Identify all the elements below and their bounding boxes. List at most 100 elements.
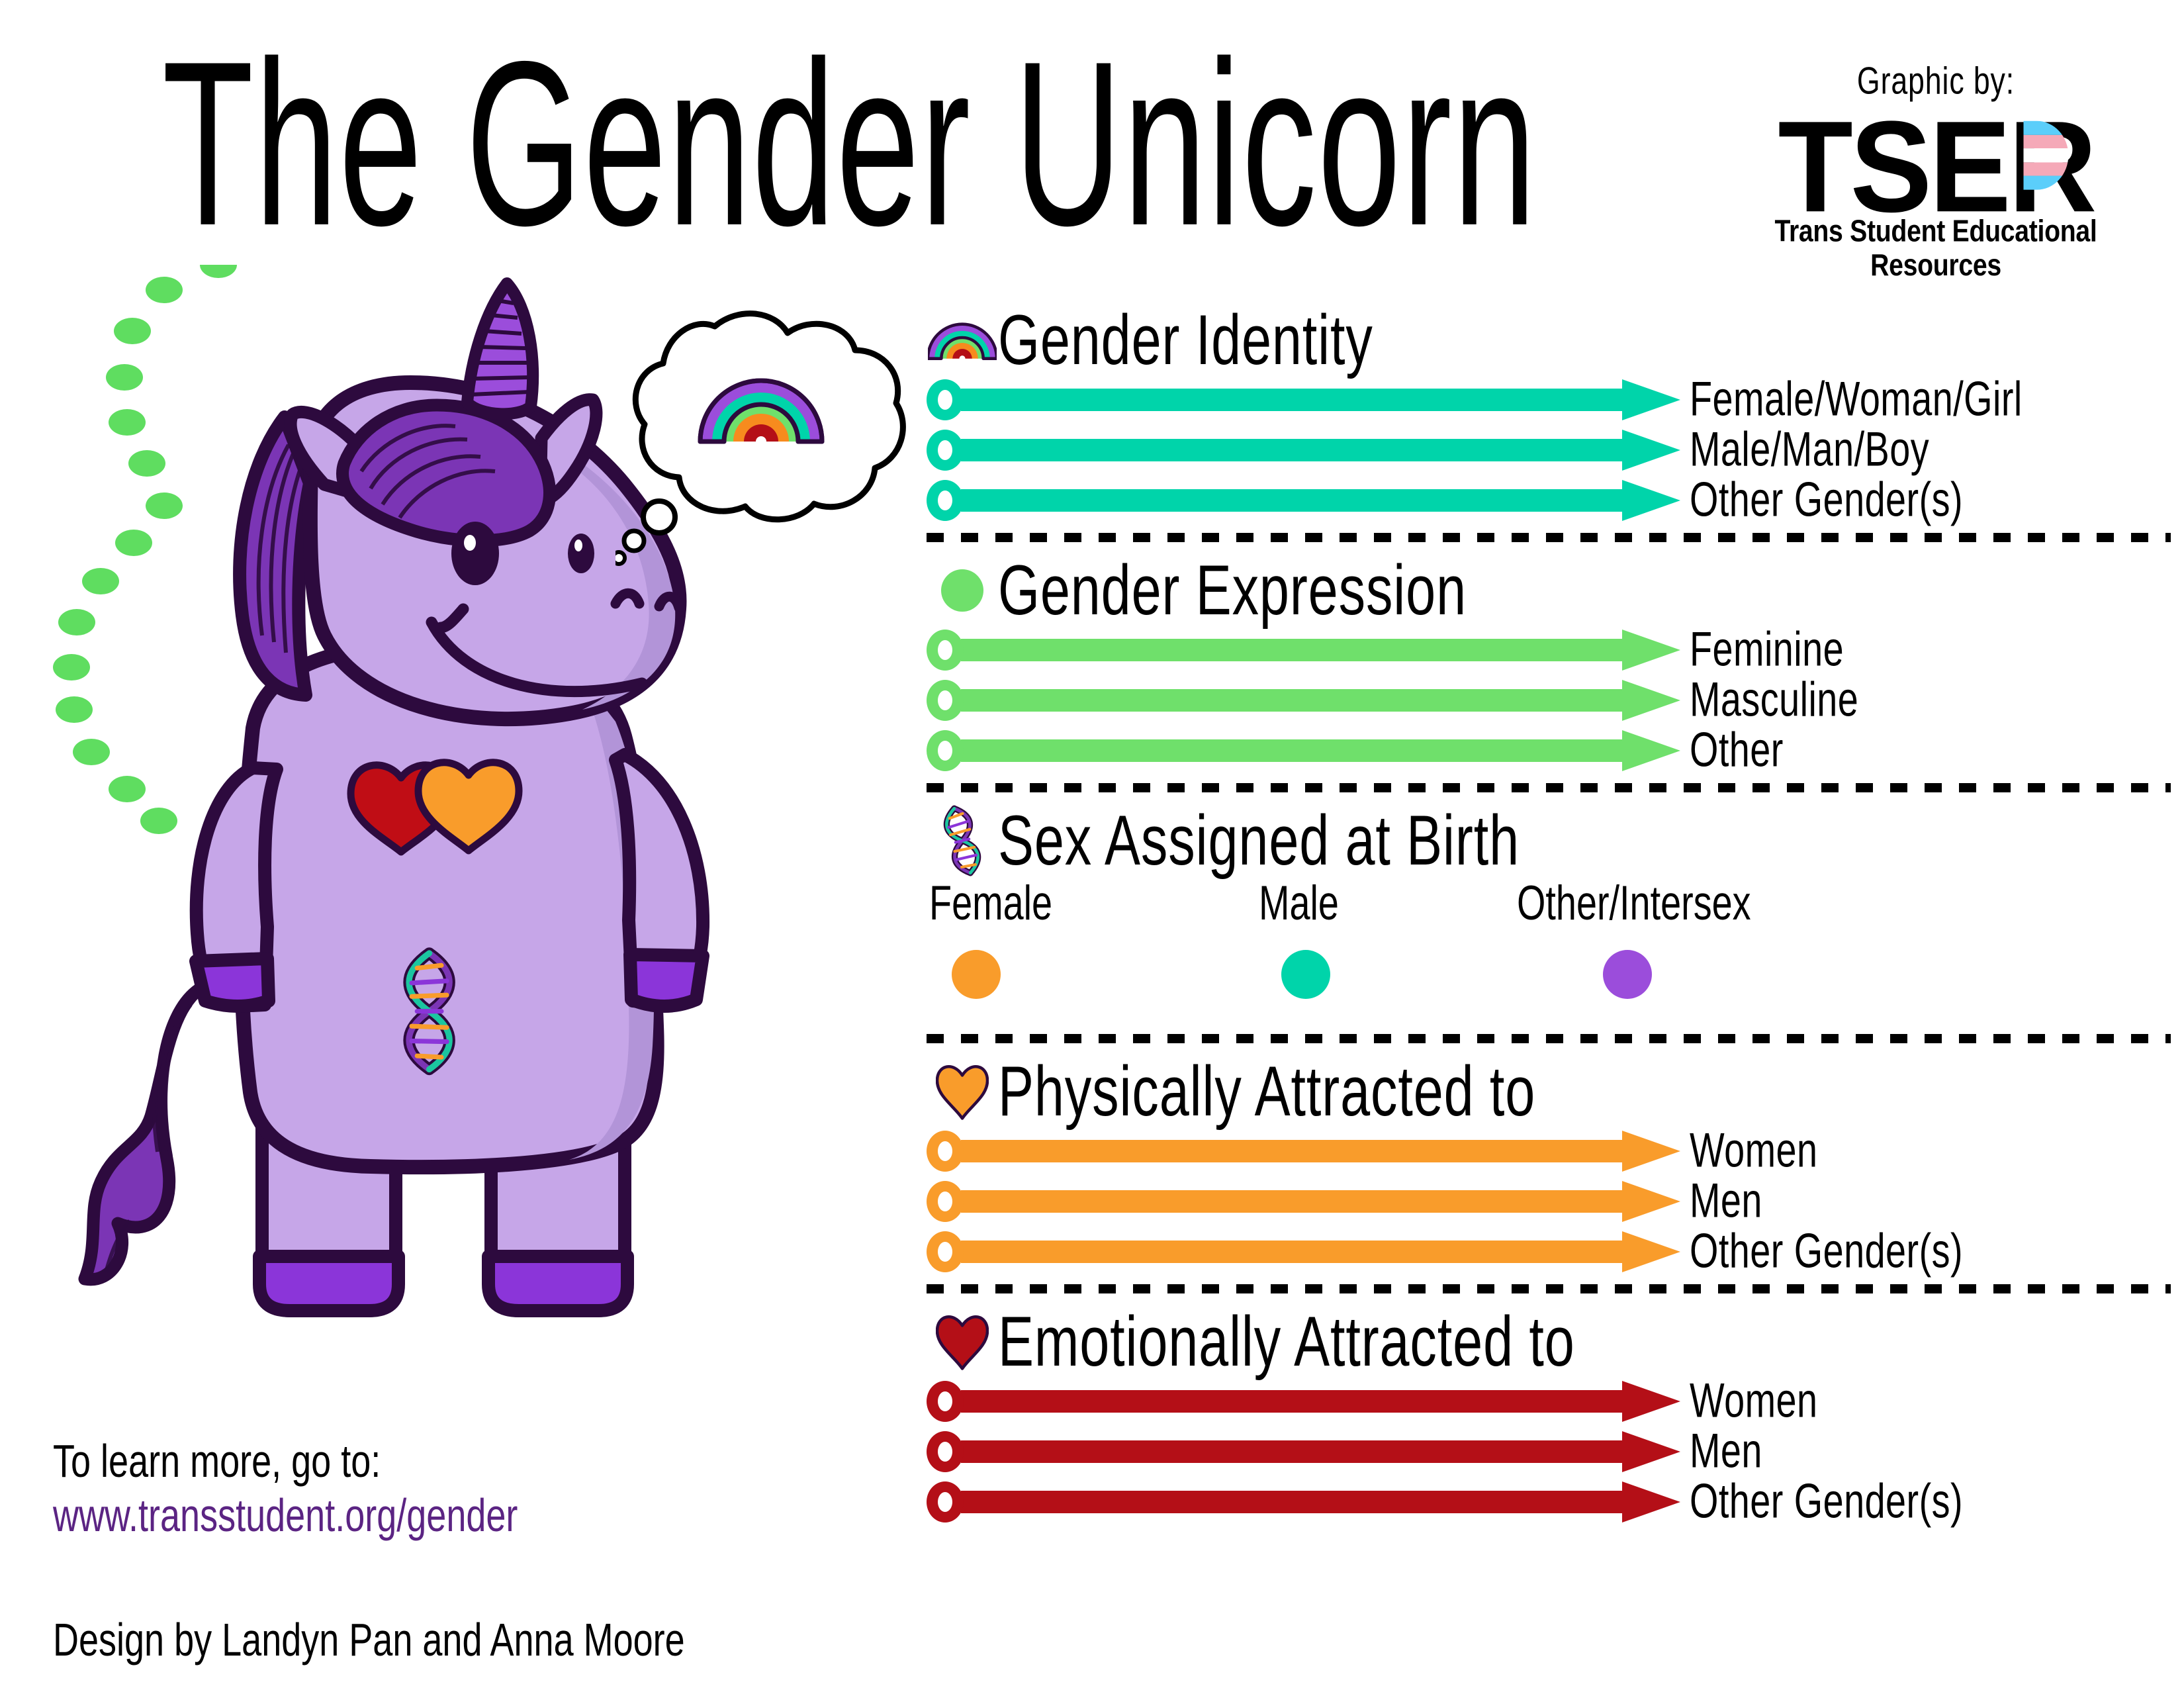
section-title: Gender Identity (998, 301, 1373, 380)
section-title: Sex Assigned at Birth (998, 801, 1520, 880)
spectrum-gender-identity: Female/Woman/Girl Male/Man/Boy Other Gen… (927, 375, 2171, 524)
spectrum-knob[interactable] (927, 430, 964, 471)
section-emotionally-attracted-to: Emotionally Attracted to Women Men Other… (927, 1302, 2171, 1526)
sab-dot[interactable] (1603, 950, 1652, 999)
spectrum-label: Men (1690, 1174, 1762, 1229)
section-header: Gender Identity (927, 301, 2171, 379)
dna-icon (927, 804, 998, 878)
section-gender-expression: Gender Expression Feminine Masculine Oth… (927, 551, 2171, 774)
spectrum-knob[interactable] (927, 480, 964, 521)
sab-options: Female Male Other/Intersex (927, 876, 2171, 1022)
spectrum-shaft (961, 689, 1623, 712)
spectrum-shaft (961, 1140, 1623, 1162)
green-circle-icon (927, 569, 998, 612)
spectrum-knob[interactable] (927, 1381, 964, 1422)
spectrum-row[interactable]: Men (927, 1177, 2171, 1225)
spectrum-label: Men (1690, 1424, 1762, 1479)
spectrum-row[interactable]: Masculine (927, 676, 2171, 724)
spectrum-shaft (961, 439, 1623, 461)
arrow-tip-icon (1622, 1131, 1680, 1172)
spectrum-row[interactable]: Female/Woman/Girl (927, 375, 2171, 424)
sab-option-female[interactable]: Female (929, 879, 1066, 999)
sab-dot[interactable] (952, 950, 1001, 999)
arrow-tip-icon (1622, 430, 1680, 471)
rainbow-icon (927, 317, 998, 363)
section-title: Gender Expression (998, 551, 1467, 630)
footer: To learn more, go to: www.transstudent.o… (53, 1430, 814, 1665)
spectrum-row[interactable]: Other Gender(s) (927, 476, 2171, 524)
spectrum-knob[interactable] (927, 680, 964, 721)
sab-option-other-intersex[interactable]: Other/Intersex (1517, 879, 1777, 999)
spectrum-row[interactable]: Women (927, 1127, 2171, 1175)
sab-label: Male (1259, 876, 1339, 931)
spectrum-label: Other Gender(s) (1690, 1224, 1964, 1279)
arrow-tip-icon (1622, 1231, 1680, 1272)
spectrum-row[interactable]: Other Gender(s) (927, 1227, 2171, 1276)
section-header: Sex Assigned at Birth (927, 802, 2171, 880)
arrow-tip-icon (1622, 1381, 1680, 1422)
spectrum-label: Women (1690, 1374, 1818, 1429)
spectrum-knob[interactable] (927, 1231, 964, 1272)
arrow-tip-icon (1622, 480, 1680, 521)
arrow-tip-icon (1622, 1181, 1680, 1222)
spectrum-label: Masculine (1690, 673, 1859, 727)
heart-badges (347, 759, 523, 856)
arrow-tip-icon (1622, 1481, 1680, 1523)
spectrum-knob[interactable] (927, 730, 964, 771)
section-title: Emotionally Attracted to (998, 1302, 1575, 1382)
spectrum-label: Other Gender(s) (1690, 1474, 1964, 1529)
spectrum-label: Feminine (1690, 622, 1844, 677)
orange-heart-icon (927, 1063, 998, 1120)
section-physically-attracted-to: Physically Attracted to Women Men Other … (927, 1053, 2171, 1276)
thought-bubble (611, 301, 913, 579)
section-header: Physically Attracted to (927, 1053, 2171, 1131)
spectrum-row[interactable]: Women (927, 1377, 2171, 1425)
spectrum-row[interactable]: Feminine (927, 626, 2171, 674)
spectrum-row[interactable]: Other (927, 726, 2171, 774)
spectrum-label: Other Gender(s) (1690, 473, 1964, 528)
spectrum-physically-attracted: Women Men Other Gender(s) (927, 1127, 2171, 1276)
spectrum-row[interactable]: Male/Man/Boy (927, 426, 2171, 474)
spectrum-knob[interactable] (927, 1131, 964, 1172)
section-sex-assigned-at-birth: Sex Assigned at Birth Female Male Other/… (927, 802, 2171, 1022)
spectrum-row[interactable]: Other Gender(s) (927, 1477, 2171, 1526)
red-heart-icon (927, 1313, 998, 1370)
spectrum-knob[interactable] (927, 1481, 964, 1523)
spectrum-shaft (961, 1190, 1623, 1213)
spectrum-shaft (961, 1440, 1623, 1463)
spectrum-label: Male/Man/Boy (1690, 422, 1930, 477)
section-gender-identity: Gender Identity Female/Woman/Girl Male/M… (927, 301, 2171, 524)
section-divider (927, 1034, 2171, 1043)
sab-dot[interactable] (1281, 950, 1330, 999)
spectrum-label: Women (1690, 1123, 1818, 1178)
spectrum-shaft (961, 389, 1623, 411)
website-link[interactable]: www.transstudent.org/gender (53, 1489, 518, 1541)
arrow-tip-icon (1622, 680, 1680, 721)
tser-wordmark: TSER (1778, 103, 2097, 232)
arrow-tip-icon (1622, 1431, 1680, 1472)
spectrum-knob[interactable] (927, 379, 964, 420)
spectrum-knob[interactable] (927, 1431, 964, 1472)
learn-more-label: To learn more, go to: (53, 1435, 381, 1487)
graphic-by-label: Graphic by: (1856, 60, 2015, 103)
spectrum-knob[interactable] (927, 1181, 964, 1222)
spectrum-shaft (961, 489, 1623, 512)
spectrum-shaft (961, 739, 1623, 762)
spectrum-emotionally-attracted: Women Men Other Gender(s) (927, 1377, 2171, 1526)
unicorn-illustration (0, 265, 913, 1403)
arrow-tip-icon (1622, 730, 1680, 771)
green-dot-arc (53, 265, 237, 834)
spectrum-gender-expression: Feminine Masculine Other (927, 626, 2171, 774)
section-divider (927, 533, 2171, 542)
sab-option-male[interactable]: Male (1259, 876, 1347, 999)
spectrum-sections: Gender Identity Female/Woman/Girl Male/M… (927, 301, 2171, 1526)
spectrum-shaft (961, 1390, 1623, 1413)
spectrum-shaft (961, 639, 1623, 661)
tser-logo: Graphic by: TSER Trans Student Education… (1731, 60, 2141, 282)
header-bar: The Gender Unicorn (0, 0, 2184, 285)
spectrum-knob[interactable] (927, 630, 964, 671)
spectrum-shaft (961, 1241, 1623, 1263)
page-title: The Gender Unicorn (162, 13, 1537, 275)
spectrum-row[interactable]: Men (927, 1427, 2171, 1476)
section-header: Gender Expression (927, 551, 2171, 630)
